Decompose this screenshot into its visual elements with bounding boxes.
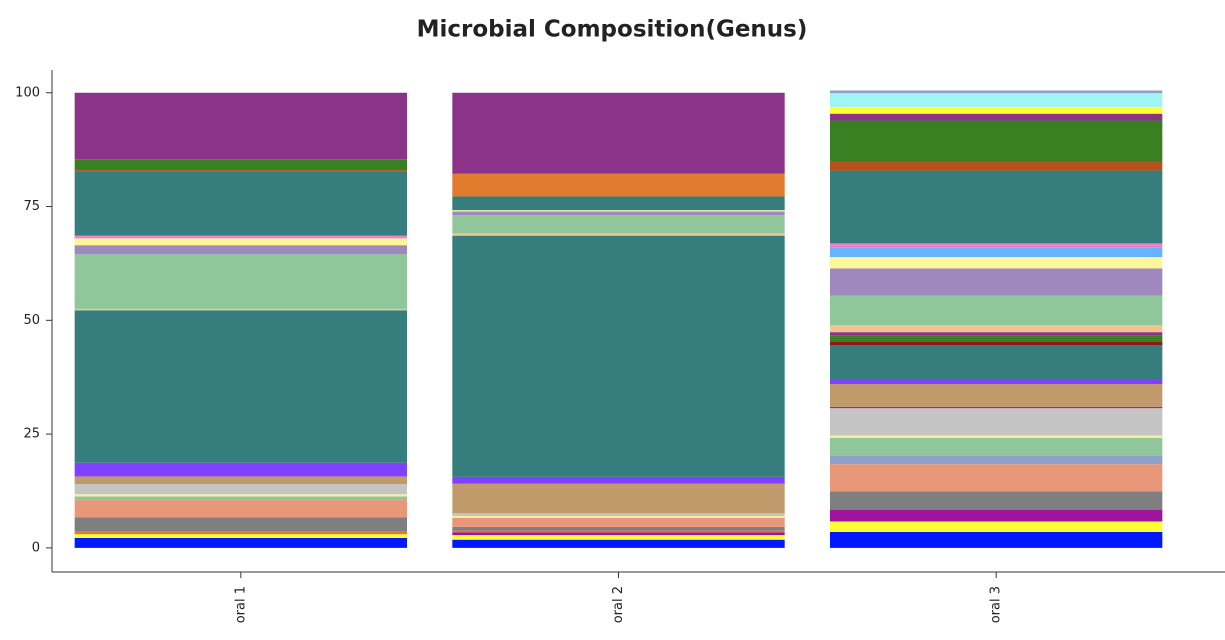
bar-segment xyxy=(452,233,785,236)
bar-segment xyxy=(829,120,1163,162)
bar-segment xyxy=(452,513,785,517)
bar-segment xyxy=(74,171,408,236)
bar-segment xyxy=(829,491,1163,510)
bar-segment xyxy=(452,539,785,548)
bar-segment xyxy=(829,268,1163,296)
bar-segment xyxy=(74,534,408,538)
bar-segment xyxy=(452,92,785,174)
bar-segment xyxy=(829,509,1163,522)
bar-segment xyxy=(829,113,1163,121)
bar-segment xyxy=(452,196,785,211)
y-tick-label: 75 xyxy=(23,199,40,214)
bar-segment xyxy=(452,535,785,540)
bar-segment xyxy=(829,170,1163,244)
bar-segment xyxy=(74,537,408,548)
bar-segment xyxy=(829,247,1163,258)
bar-segment xyxy=(829,408,1163,436)
bar-segment xyxy=(829,455,1163,465)
bar-segment xyxy=(74,517,408,532)
bar-segment xyxy=(829,345,1163,380)
bar-segment xyxy=(452,210,785,212)
bar-segment xyxy=(829,335,1163,342)
bar-segment xyxy=(452,211,785,216)
bar-segment xyxy=(829,332,1163,336)
bar-segment xyxy=(452,526,785,531)
bar-segment xyxy=(829,106,1163,114)
bar-segment xyxy=(829,406,1163,409)
bar-segment xyxy=(829,295,1163,326)
bar-segment xyxy=(452,532,785,536)
bar-segment xyxy=(452,173,785,197)
bar-segment xyxy=(452,235,785,477)
bar-segment xyxy=(829,521,1163,532)
bar-segment xyxy=(74,484,408,495)
bar-segment xyxy=(74,308,408,311)
bar-segment xyxy=(74,235,408,239)
y-tick-label: 50 xyxy=(23,313,40,328)
y-tick-label: 25 xyxy=(23,427,40,442)
bar-segment xyxy=(74,245,408,255)
bar-segment xyxy=(452,516,785,518)
bar-segment xyxy=(829,435,1163,438)
bar-segment xyxy=(829,437,1163,456)
bar-segment xyxy=(829,531,1163,548)
bar-segment xyxy=(452,483,785,514)
bar-segment xyxy=(74,494,408,497)
y-tick-label: 0 xyxy=(32,540,40,555)
bar-segment xyxy=(829,93,1163,107)
bar-segment xyxy=(74,500,408,518)
bar-segment xyxy=(829,341,1163,346)
bar-segment xyxy=(74,531,408,535)
bar-segment xyxy=(74,159,408,171)
chart-title: Microbial Composition(Genus) xyxy=(417,17,808,43)
x-tick-label: oral 1 xyxy=(233,586,248,623)
bar-segment xyxy=(74,496,408,501)
bar-segment xyxy=(452,517,785,527)
bar-segment xyxy=(74,254,408,309)
bar-segment xyxy=(74,238,408,246)
bar-segment xyxy=(829,243,1163,248)
bar-segment xyxy=(74,170,408,172)
bar-segment xyxy=(74,462,408,477)
y-tick-label: 100 xyxy=(15,85,40,100)
x-tick-label: oral 2 xyxy=(611,586,626,623)
bar-segment xyxy=(829,464,1163,492)
bar-segment xyxy=(829,379,1163,385)
bar-segment xyxy=(452,530,785,533)
bar-segment xyxy=(74,310,408,463)
bar-segment xyxy=(829,161,1163,171)
x-tick-label: oral 3 xyxy=(989,586,1004,623)
bar-segment xyxy=(829,257,1163,269)
bar-segment xyxy=(452,215,785,234)
bar-segment xyxy=(829,90,1163,94)
bar-segment xyxy=(74,92,408,160)
bar-segment xyxy=(829,384,1163,407)
bar-segment xyxy=(74,476,408,485)
bar-segment xyxy=(829,325,1163,333)
bar-segment xyxy=(452,476,785,484)
